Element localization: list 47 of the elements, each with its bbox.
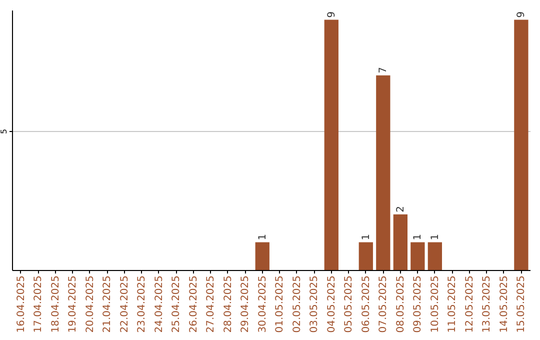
x-tick-label: 30.04.2025 — [257, 276, 268, 333]
bar — [358, 242, 373, 270]
x-tick-label: 03.05.2025 — [309, 276, 320, 333]
x-tick-label: 16.04.2025 — [16, 276, 27, 333]
data-label: 1 — [257, 234, 268, 240]
x-tick-label: 08.05.2025 — [395, 276, 406, 333]
x-tick-label: 17.04.2025 — [33, 276, 44, 333]
x-tick-label: 09.05.2025 — [412, 276, 424, 333]
bar — [514, 20, 528, 270]
x-tick-label: 29.04.2025 — [240, 276, 252, 333]
x-tick-label: 24.04.2025 — [154, 276, 165, 333]
data-label: 1 — [360, 234, 372, 240]
data-label: 2 — [395, 206, 406, 212]
x-tick-label: 23.04.2025 — [136, 276, 148, 333]
x-tick-label: 22.04.2025 — [119, 276, 130, 333]
x-tick-label: 18.04.2025 — [50, 276, 62, 333]
bar — [255, 242, 270, 270]
x-tick-label: 11.05.2025 — [447, 276, 458, 333]
data-label: 9 — [516, 11, 528, 18]
x-tick-label: 25.04.2025 — [171, 276, 182, 333]
x-tick-label: 06.05.2025 — [360, 276, 372, 333]
x-tick-label: 02.05.2025 — [292, 276, 303, 333]
x-tick-label: 21.04.2025 — [102, 276, 114, 333]
x-tick-label: 04.05.2025 — [326, 276, 338, 333]
x-tick-label: 05.05.2025 — [344, 276, 355, 333]
bar — [410, 242, 425, 270]
x-tick-label: 15.05.2025 — [516, 276, 528, 333]
x-tick-label: 28.04.2025 — [222, 276, 234, 333]
data-label: 7 — [378, 66, 390, 74]
bar — [428, 242, 442, 270]
bar — [376, 75, 390, 270]
x-tick-label: 14.05.2025 — [498, 276, 510, 333]
y-tick-label: 5 — [0, 128, 8, 134]
x-tick-label: 01.05.2025 — [274, 276, 286, 333]
x-tick-label: 26.04.2025 — [188, 276, 200, 333]
data-label: 9 — [326, 11, 338, 18]
bar — [324, 20, 338, 270]
x-tick-label: 07.05.2025 — [378, 276, 390, 333]
data-label: 1 — [430, 234, 441, 240]
x-tick-label: 20.04.2025 — [84, 276, 96, 333]
x-tick-label: 10.05.2025 — [430, 276, 441, 333]
x-tick-label: 12.05.2025 — [464, 276, 476, 333]
bar — [393, 214, 408, 270]
x-tick-label: 27.04.2025 — [206, 276, 217, 333]
data-label: 1 — [412, 234, 424, 240]
x-tick-label: 19.04.2025 — [68, 276, 79, 333]
x-tick-label: 13.05.2025 — [482, 276, 493, 333]
